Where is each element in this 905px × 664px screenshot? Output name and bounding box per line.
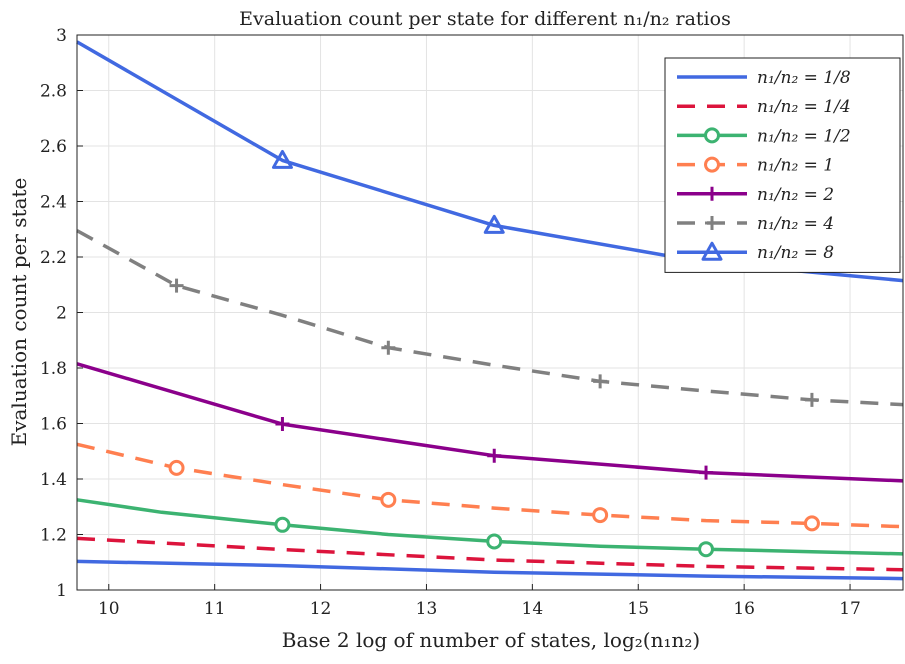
- data-point: [592, 507, 609, 524]
- y-tick-label: 2.2: [40, 248, 67, 268]
- data-point: [803, 515, 820, 532]
- y-tick-label: 1: [56, 581, 67, 601]
- series-6: [76, 229, 904, 407]
- legend-marker: [704, 127, 720, 144]
- plot-frame: [76, 34, 904, 591]
- x-tick-label: 12: [310, 599, 332, 619]
- legend-label: n₁/n₂ = 1/8: [757, 68, 851, 88]
- y-tick-label: 2.4: [40, 193, 67, 213]
- data-point: [698, 541, 715, 558]
- tick-labels: 10 11 12 13 14 15 16 17 1 1.2 1.4 1.6 1.8 2 2.2 2.4 2.6 2…: [40, 26, 861, 619]
- legend-marker: [704, 156, 720, 173]
- series-line: [76, 442, 904, 529]
- data-point: [169, 278, 184, 293]
- x-tick-label: 16: [733, 599, 755, 619]
- series-2: [76, 536, 904, 572]
- series-line: [76, 536, 904, 572]
- legend: n₁/n₂ = 1/8 n₁/n₂ = 1/4 n₁/n₂ = 1/2 n₁/n₂ =…: [664, 57, 901, 273]
- y-tick-label: 2: [56, 304, 67, 324]
- data-point: [486, 533, 503, 550]
- y-tick-label: 1.2: [40, 526, 67, 546]
- legend-marker: [705, 216, 719, 230]
- x-tick-label: 10: [98, 599, 120, 619]
- series-5: [76, 362, 904, 483]
- legend-label: n₁/n₂ = 1/4: [757, 97, 851, 117]
- data-point: [699, 465, 714, 480]
- y-axis-title: Evaluation count per state: [7, 178, 31, 447]
- legend-label: n₁/n₂ = 8: [757, 243, 834, 263]
- y-tick-label: 3: [56, 26, 67, 46]
- series-line: [76, 229, 904, 407]
- data-point: [275, 417, 290, 432]
- series-3: [76, 498, 904, 558]
- x-tick-label: 14: [522, 599, 544, 619]
- data-point: [804, 392, 819, 407]
- data-point: [168, 459, 185, 476]
- y-tick-label: 2.8: [40, 82, 67, 102]
- x-tick-label: 11: [204, 599, 226, 619]
- y-tick-label: 1.8: [40, 359, 67, 379]
- x-tick-label: 17: [839, 599, 861, 619]
- y-tick-label: 1.4: [40, 470, 67, 490]
- x-axis-title: Base 2 log of number of states, log₂(n₁n…: [282, 628, 700, 652]
- data-point: [483, 214, 505, 234]
- series-line: [76, 559, 904, 581]
- series-4: [76, 442, 904, 532]
- data-point: [271, 149, 293, 169]
- legend-marker: [705, 186, 719, 201]
- data-point: [381, 340, 396, 355]
- legend-label: n₁/n₂ = 1: [757, 156, 834, 176]
- legend-marker: [701, 241, 723, 261]
- legend-label: n₁/n₂ = 4: [757, 214, 834, 234]
- y-tick-label: 2.6: [40, 137, 67, 157]
- legend-label: n₁/n₂ = 1/2: [757, 126, 851, 146]
- data-point: [487, 448, 502, 463]
- x-tick-label: 13: [416, 599, 438, 619]
- chart-title: Evaluation count per state for different…: [239, 8, 731, 30]
- axes: [76, 34, 904, 591]
- legend-label: n₁/n₂ = 2: [757, 185, 834, 205]
- data-point: [274, 516, 291, 533]
- x-tick-label: 15: [627, 599, 649, 619]
- y-tick-label: 1.6: [40, 415, 67, 435]
- series-1: [76, 559, 904, 581]
- data-point: [593, 374, 608, 389]
- data-point: [380, 491, 397, 508]
